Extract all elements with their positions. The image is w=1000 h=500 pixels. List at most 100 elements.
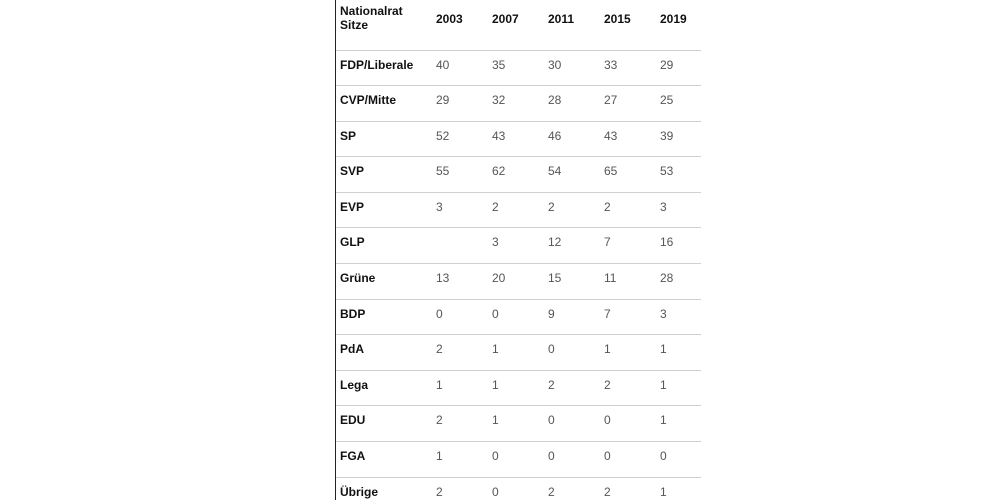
seat-count-cell: 27 <box>604 85 660 122</box>
table-row: EVP 3 2 2 2 3 <box>336 192 701 229</box>
party-name: Lega <box>336 370 436 407</box>
seat-count-cell: 12 <box>548 227 604 265</box>
seat-count-cell: 1 <box>436 441 492 478</box>
header-row: Nationalrat Sitze 2003 2007 2011 2015 20… <box>336 0 701 51</box>
party-name: GLP <box>336 227 436 265</box>
seat-count-cell: 3 <box>660 299 701 336</box>
seat-count-cell <box>436 227 492 265</box>
seat-count-cell: 0 <box>604 441 660 478</box>
party-name: EDU <box>336 405 436 443</box>
table-row: PdA 2 1 0 1 1 <box>336 334 701 371</box>
seat-count-cell: 0 <box>548 405 604 443</box>
table-row: FDP/Liberale 40 35 30 33 29 <box>336 50 701 87</box>
seat-count-cell: 3 <box>660 192 701 229</box>
seat-count-cell: 2 <box>436 484 443 499</box>
header-line-2: Sitze <box>340 18 369 32</box>
seat-count-cell: 35 <box>492 50 548 87</box>
table-row: SVP 55 62 54 65 53 <box>336 156 701 193</box>
seat-count-cell: 0 <box>492 441 548 478</box>
seat-count-cell: 16 <box>660 227 701 265</box>
seat-count-cell: 13 <box>436 263 492 300</box>
table-row: Lega 1 1 2 2 1 <box>336 370 701 407</box>
seat-count-cell: 1 <box>492 334 548 371</box>
seat-count-cell: 0 <box>492 299 548 336</box>
seat-count-cell: 2 <box>604 484 611 499</box>
results-table: Nationalrat Sitze 2003 2007 2011 2015 20… <box>336 0 701 500</box>
seat-count-cell: 2 <box>492 192 548 229</box>
year-header: 2007 <box>492 0 548 51</box>
year-header: 2019 <box>660 0 701 51</box>
seat-count-cell: 2 <box>548 370 604 407</box>
seat-count-cell: 1 <box>660 405 701 443</box>
seat-count-cell: 62 <box>492 156 548 193</box>
seat-count-cell: 39 <box>660 121 701 158</box>
seat-count-cell: 28 <box>548 85 604 122</box>
party-name: EVP <box>336 192 436 229</box>
seat-count-cell: 20 <box>492 263 548 300</box>
year-header: 2003 <box>436 0 492 51</box>
seat-count-cell: 29 <box>436 85 492 122</box>
seat-count-cell: 43 <box>492 121 548 158</box>
seat-count-cell: 2 <box>548 484 555 499</box>
seat-count-cell: 1 <box>492 405 548 443</box>
seat-count-cell: 0 <box>492 484 499 499</box>
table-row: Grüne 13 20 15 11 28 <box>336 263 701 300</box>
header-corner: Nationalrat Sitze <box>336 0 436 51</box>
party-name: FGA <box>336 441 436 478</box>
seat-count-cell: 2 <box>436 334 492 371</box>
seat-count-cell: 7 <box>604 227 660 265</box>
seat-count-cell: 1 <box>660 334 701 371</box>
seat-count-cell: 52 <box>436 121 492 158</box>
seat-count-cell: 1 <box>660 484 667 499</box>
seat-count-cell: 25 <box>660 85 701 122</box>
seat-count-cell: 54 <box>548 156 604 193</box>
table-row: Übrige 2 0 2 2 1 <box>336 477 701 500</box>
seat-count-cell: 28 <box>660 263 701 300</box>
seat-count-cell: 3 <box>436 192 492 229</box>
table-row: SP 52 43 46 43 39 <box>336 121 701 158</box>
party-name: SP <box>336 121 436 158</box>
table-row: CVP/Mitte 29 32 28 27 25 <box>336 85 701 122</box>
seat-count-cell: 53 <box>660 156 701 193</box>
party-name: BDP <box>336 299 436 336</box>
table-row: FGA 1 0 0 0 0 <box>336 441 701 478</box>
seat-count-cell: 65 <box>604 156 660 193</box>
seat-count-cell: 46 <box>548 121 604 158</box>
seat-count-cell: 43 <box>604 121 660 158</box>
seat-count-cell: 0 <box>604 405 660 443</box>
seat-count-cell: 0 <box>548 441 604 478</box>
seat-count-cell: 0 <box>436 299 492 336</box>
seat-count-cell: 3 <box>492 227 548 265</box>
seat-count-cell: 7 <box>604 299 660 336</box>
year-header: 2011 <box>548 0 604 51</box>
seat-count-cell: 1 <box>492 370 548 407</box>
seat-count-cell: 29 <box>660 50 701 87</box>
seat-count-cell: 2 <box>548 192 604 229</box>
seat-count-cell: 32 <box>492 85 548 122</box>
header-line-1: Nationalrat <box>340 4 403 18</box>
table-body: FDP/Liberale 40 35 30 33 29 CVP/Mitte 29 32 28 27 2… <box>336 50 701 500</box>
party-name: Übrige <box>340 484 379 499</box>
table-header: Nationalrat Sitze 2003 2007 2011 2015 20… <box>336 0 701 51</box>
seat-count-cell: 15 <box>548 263 604 300</box>
seat-count-cell: 11 <box>604 263 660 300</box>
seat-count-cell: 33 <box>604 50 660 87</box>
table-row: EDU 2 1 0 0 1 <box>336 405 701 443</box>
party-name: Grüne <box>336 263 436 300</box>
table-row: BDP 0 0 9 7 3 <box>336 299 701 336</box>
table-row: GLP 3 12 7 16 <box>336 227 701 265</box>
seat-count-cell: 0 <box>548 334 604 371</box>
party-name: FDP/Liberale <box>336 50 436 87</box>
seat-count-cell: 0 <box>660 441 701 478</box>
results-table-container: Nationalrat Sitze 2003 2007 2011 2015 20… <box>335 0 702 500</box>
seat-count-cell: 55 <box>436 156 492 193</box>
party-name: PdA <box>336 334 436 371</box>
year-header: 2015 <box>604 0 660 51</box>
seat-count-cell: 40 <box>436 50 492 87</box>
seat-count-cell: 2 <box>436 405 492 443</box>
seat-count-cell: 2 <box>604 192 660 229</box>
seat-count-cell: 30 <box>548 50 604 87</box>
seat-count-cell: 1 <box>436 370 492 407</box>
seat-count-cell: 2 <box>604 370 660 407</box>
